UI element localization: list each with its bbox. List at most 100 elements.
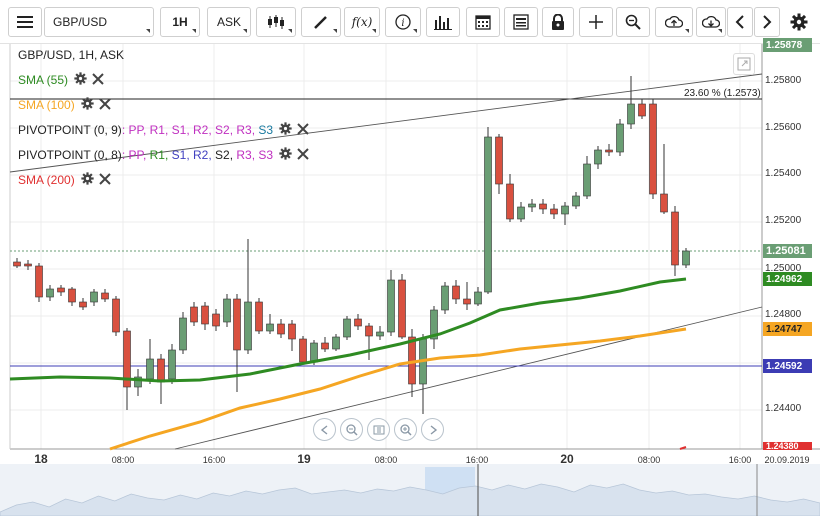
candle-body <box>35 265 43 298</box>
chart-type-button[interactable] <box>256 7 296 37</box>
candles-icon <box>268 15 284 29</box>
volume-button[interactable] <box>426 7 460 37</box>
navigator-area <box>0 464 820 516</box>
gear-icon[interactable] <box>279 147 292 163</box>
price-label-current: 1.25081 <box>763 244 812 258</box>
close-icon[interactable] <box>98 172 111 188</box>
symbol-select[interactable]: GBP/USD <box>44 7 154 37</box>
candle-body <box>474 291 482 305</box>
price-label-bottom: 1.24380 <box>763 442 812 450</box>
zoom-in-icon <box>399 423 412 436</box>
candle-body <box>484 136 492 293</box>
report-button[interactable] <box>504 7 538 37</box>
candle-body <box>354 318 362 327</box>
close-icon[interactable] <box>98 97 111 113</box>
candle-body <box>627 103 635 125</box>
x-time-label: 16:00 <box>202 455 226 465</box>
draw-tool-button[interactable] <box>301 7 341 37</box>
zoom-out-button[interactable] <box>340 418 363 441</box>
pivot1-sep: : <box>121 123 129 137</box>
expand-button[interactable] <box>733 53 755 75</box>
price-label-hline: 1.24592 <box>763 359 812 373</box>
close-icon[interactable] <box>297 122 309 138</box>
y-tick: 1.25600 <box>765 122 802 133</box>
pivot-part-label: S2, <box>215 148 237 162</box>
candle-body <box>365 325 373 337</box>
forward-button[interactable] <box>421 418 444 441</box>
candle-body <box>463 298 471 305</box>
close-icon[interactable] <box>92 72 104 88</box>
candle-body <box>244 301 252 351</box>
candle-body <box>660 193 668 213</box>
gear-icon[interactable] <box>81 97 94 113</box>
chevron-down-icon <box>146 29 150 33</box>
gear-icon[interactable] <box>279 122 292 138</box>
candle-body <box>266 323 274 332</box>
y-tick: 1.25200 <box>765 215 802 226</box>
indicators-button[interactable]: f(x) <box>344 7 380 37</box>
candle-body <box>452 285 460 300</box>
zoom-out-icon <box>345 423 358 436</box>
chart-header: GBP/USD, 1H, ASK <box>18 47 124 63</box>
settings-button[interactable] <box>785 7 813 37</box>
calendar-button[interactable] <box>466 7 500 37</box>
report-icon <box>513 14 529 30</box>
rewind-button[interactable] <box>313 418 336 441</box>
upload-button[interactable] <box>655 7 693 37</box>
pivot-part-label: S1, <box>171 148 193 162</box>
sma55-label: SMA (55) <box>18 73 69 87</box>
gear-icon[interactable] <box>81 172 94 188</box>
gear-icon[interactable] <box>74 72 87 88</box>
y-tick: 1.25800 <box>765 75 802 86</box>
pause-button[interactable] <box>367 418 390 441</box>
zoom-in-button[interactable] <box>394 418 417 441</box>
candle-body <box>605 149 613 153</box>
pivot-part-label: S3 <box>258 148 274 162</box>
scroll-left-button[interactable] <box>727 7 753 37</box>
candle-body <box>682 250 690 266</box>
fib-label: 23.60 % (1.2573) <box>684 88 761 99</box>
x-time-label: 16:00 <box>728 455 752 465</box>
zoom-button[interactable] <box>616 7 650 37</box>
close-icon[interactable] <box>297 147 309 163</box>
price-type-select[interactable]: ASK <box>207 7 251 37</box>
chevron-down-icon <box>288 29 292 33</box>
download-button[interactable] <box>696 7 726 37</box>
chart-area[interactable]: 23.60 % (1.2573) GBP/USD, 1H, ASK SMA (5… <box>0 38 820 516</box>
candle-body <box>179 317 187 351</box>
x-time-label: 08:00 <box>374 455 398 465</box>
candle-body <box>506 183 514 220</box>
expand-icon <box>737 57 751 71</box>
settings-icon <box>790 13 808 31</box>
download-icon <box>702 15 720 28</box>
crosshair-button[interactable] <box>579 7 613 37</box>
pivot-part-label: R3, <box>236 123 259 137</box>
lock-button[interactable] <box>542 7 574 37</box>
info-button[interactable]: i <box>385 7 421 37</box>
candle-body <box>288 323 296 340</box>
symbol-label: GBP/USD <box>53 15 108 29</box>
pivot-part-label: R2, <box>193 123 216 137</box>
menu-button[interactable] <box>8 7 42 37</box>
candle-body <box>90 291 98 303</box>
pivot-part-label: S3 <box>258 123 274 137</box>
candle-body <box>112 298 120 333</box>
pivot-part-label: R1, <box>149 123 172 137</box>
pause-icon <box>373 425 384 434</box>
legend-sma200: SMA (200) <box>18 172 116 188</box>
candle-body <box>168 349 176 380</box>
legend-pivot1: PIVOTPOINT (0, 9) : PP, R1, S1, R2, S2, … <box>18 122 314 138</box>
scroll-right-button[interactable] <box>754 7 780 37</box>
timeframe-select[interactable]: 1H <box>160 7 200 37</box>
pivot2-parts: PP, R1, S1, R2, S2, R3, S3 <box>128 148 273 162</box>
pivot1-label: PIVOTPOINT (0, 9) <box>18 123 122 137</box>
info-icon: i <box>395 14 411 30</box>
rewind-icon <box>320 424 327 435</box>
candle-body <box>157 358 165 383</box>
candle-body <box>212 313 220 327</box>
price-chart[interactable] <box>0 44 820 516</box>
legend-sma100: SMA (100) <box>18 97 116 113</box>
sma100-label: SMA (100) <box>18 98 75 112</box>
draw-icon <box>314 16 327 29</box>
candle-body <box>79 301 87 308</box>
